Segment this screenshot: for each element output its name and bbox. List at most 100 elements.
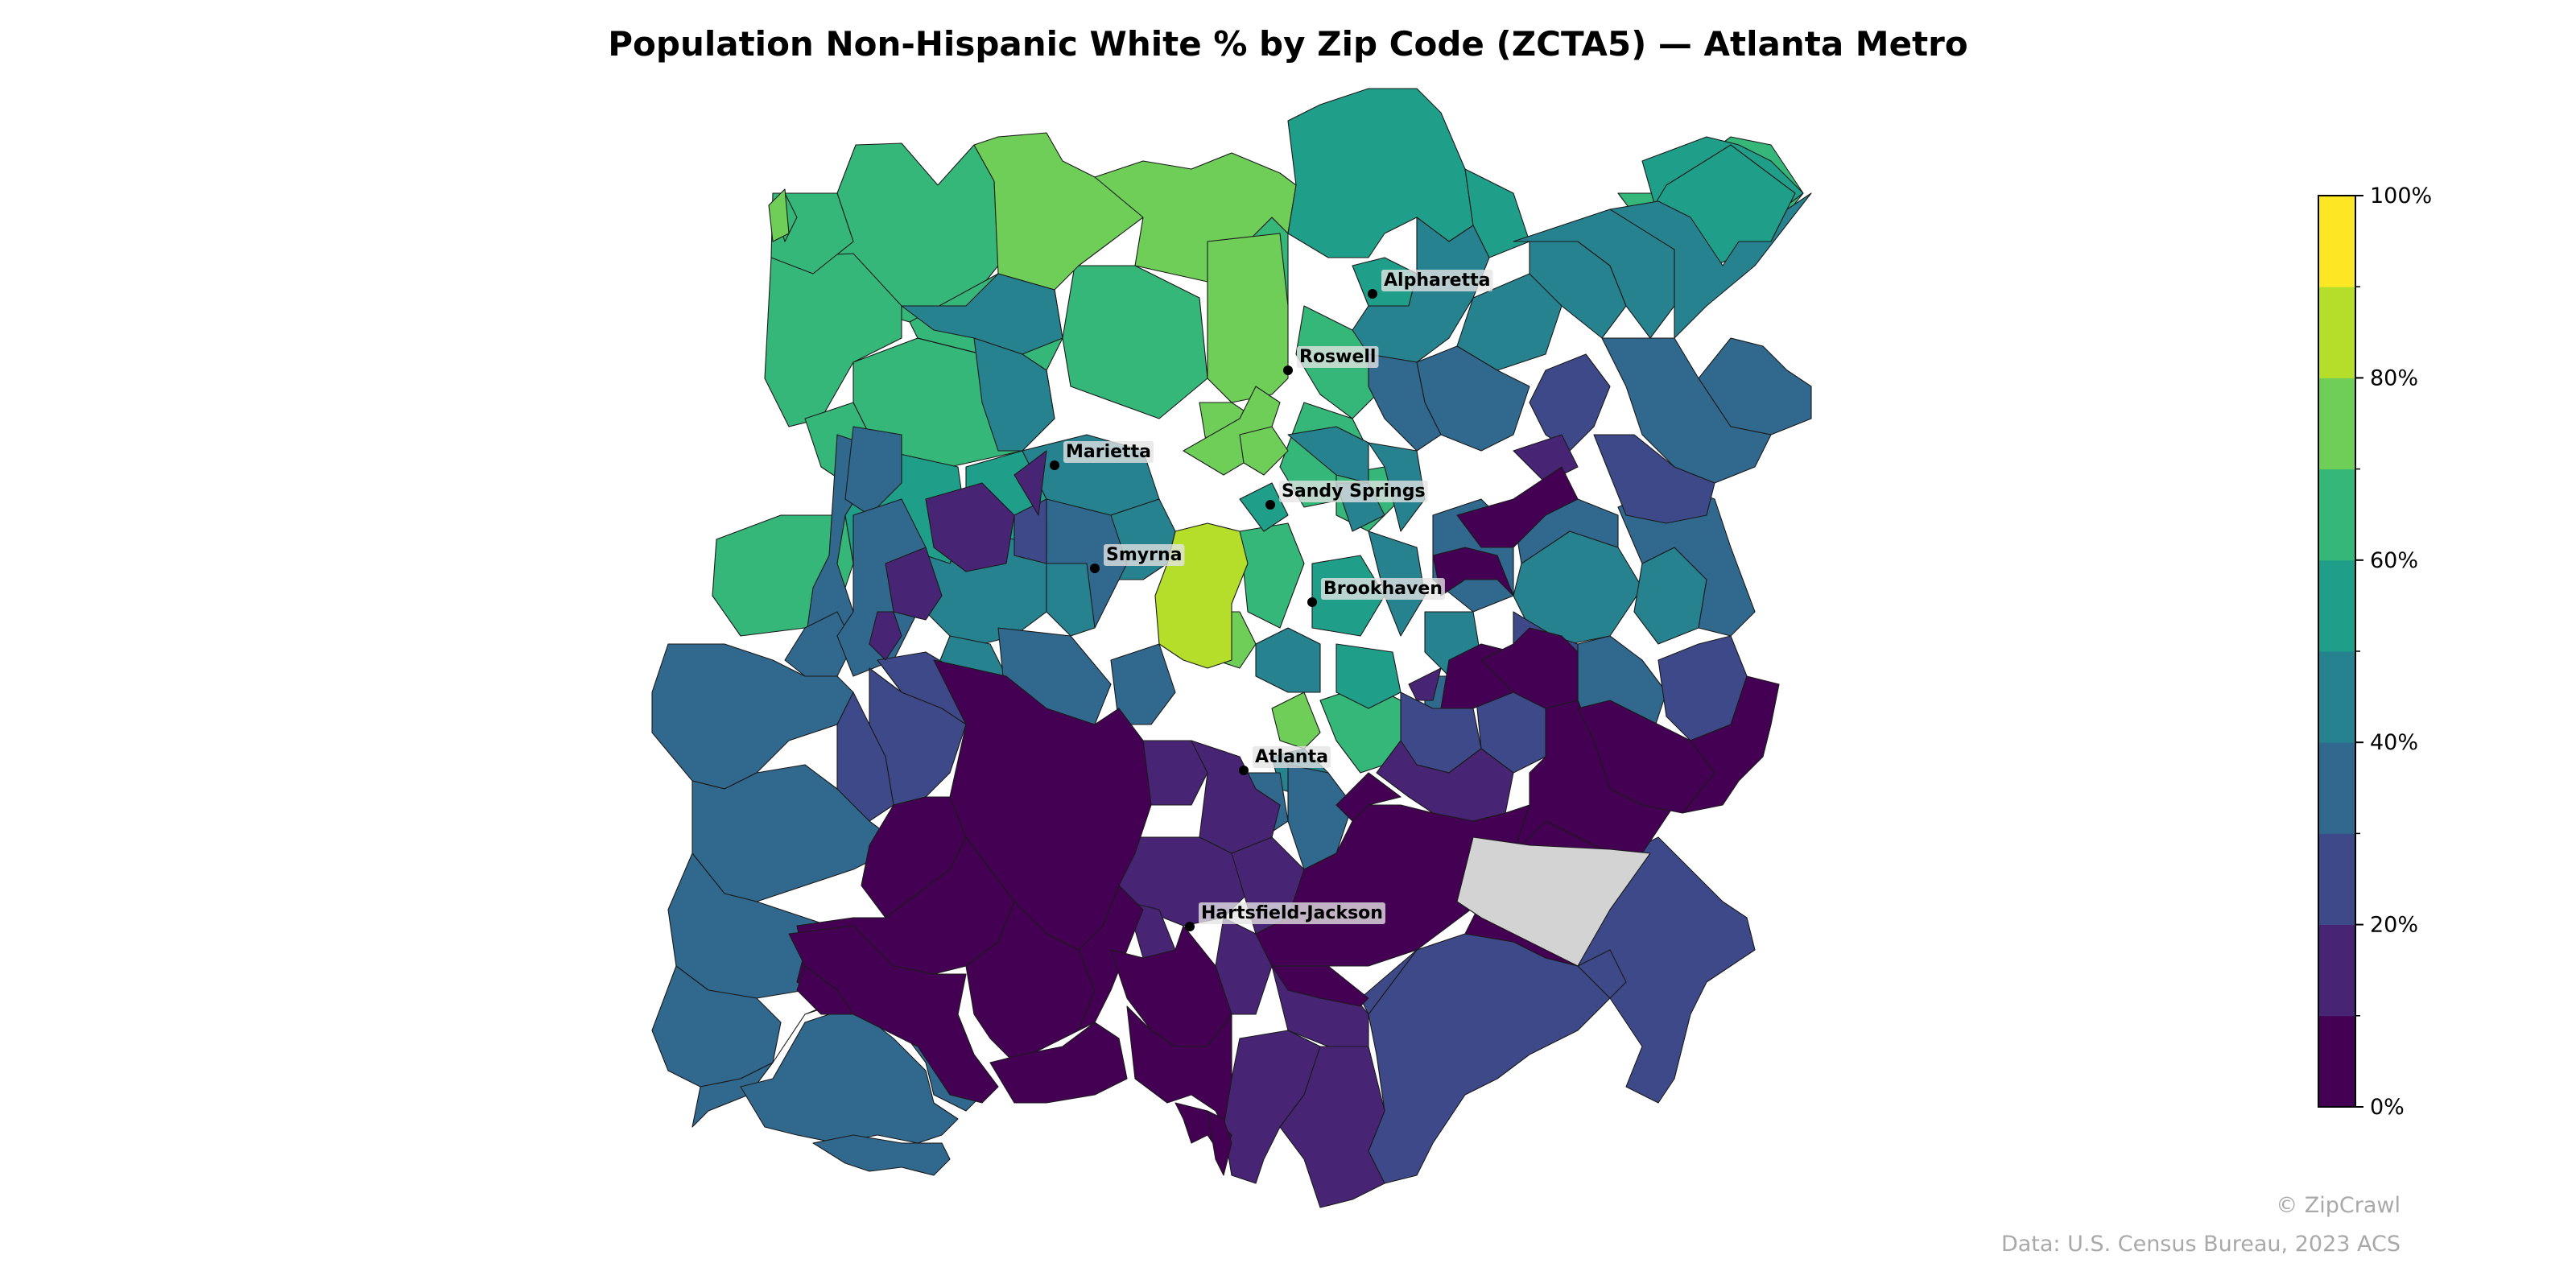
colorbar-tick-label: 60% — [2370, 548, 2418, 573]
colorbar-tick-label: 20% — [2370, 913, 2418, 938]
city-dot — [1185, 922, 1195, 931]
city-label-box — [1199, 902, 1385, 924]
city-dot — [1050, 460, 1059, 470]
zip-region — [740, 1005, 959, 1144]
city-marker: Hartsfield-Jackson — [1185, 902, 1385, 931]
city-label-box — [1321, 578, 1445, 600]
zip-region — [925, 482, 1015, 572]
city-dot — [1307, 597, 1317, 607]
zip-region — [1335, 643, 1402, 709]
city-dot — [1283, 365, 1293, 375]
colorbar-tick-label: 0% — [2370, 1095, 2405, 1120]
city-markers: Alpharetta Roswell Marietta Sandy Spring… — [1050, 270, 1493, 931]
city-dot — [1368, 289, 1377, 299]
zip-region — [1287, 88, 1474, 258]
city-label-box — [1104, 544, 1185, 566]
zip-region — [1601, 337, 1772, 484]
colorbar-tick: 0% — [2355, 1095, 2405, 1120]
colorbar-tick: 80% — [2355, 365, 2418, 390]
zip-region — [973, 337, 1055, 452]
city-label: Sandy Springs — [1282, 481, 1426, 502]
zip-region — [651, 643, 854, 790]
zip-region — [1239, 482, 1289, 532]
colorbar-bins — [2318, 196, 2360, 1108]
zip-region — [1207, 233, 1289, 403]
credit-text: © ZipCrawl — [2276, 1193, 2401, 1218]
zip-region — [1271, 691, 1321, 749]
city-label: Brookhaven — [1323, 579, 1443, 599]
zip-region — [1432, 547, 1514, 597]
zip-region — [989, 1022, 1128, 1104]
colorbar-tick-label: 40% — [2370, 730, 2418, 755]
zip-region — [1609, 192, 1812, 339]
city-marker: Brookhaven — [1307, 578, 1445, 607]
city-label: Smyrna — [1106, 545, 1182, 565]
city-label: Alpharetta — [1384, 270, 1490, 291]
colorbar-tick: 60% — [2355, 548, 2418, 573]
city-dot — [1265, 500, 1275, 510]
city-label-box — [1279, 481, 1428, 502]
colorbar-tick-label: 80% — [2370, 365, 2418, 390]
colorbar-tick: 40% — [2355, 730, 2418, 755]
zip-region — [1456, 466, 1579, 548]
city-marker: Sandy Springs — [1265, 481, 1428, 510]
zip-region — [844, 426, 902, 516]
city-marker: Smyrna — [1090, 544, 1185, 573]
zip-regions — [651, 88, 1812, 1208]
city-label-box — [1253, 746, 1331, 768]
zip-region — [1529, 353, 1611, 452]
colorbar-bin — [2318, 924, 2355, 1017]
colorbar-legend: 0% 20% 40% 60% 80% 100% — [2318, 184, 2432, 1120]
city-marker: Marietta — [1050, 441, 1154, 470]
zip-region — [1287, 426, 1369, 484]
colorbar-bin — [2318, 469, 2355, 561]
colorbar-tick-label: 100% — [2370, 184, 2432, 208]
city-label-box — [1297, 346, 1379, 368]
zip-region — [1593, 434, 1715, 524]
colorbar-tick: 100% — [2355, 184, 2432, 208]
zip-region — [1062, 265, 1208, 419]
zip-region — [1335, 772, 1402, 822]
zip-region — [1480, 627, 1579, 709]
zip-region — [1126, 1005, 1232, 1128]
zip-region — [1279, 1046, 1385, 1208]
city-label-box — [1381, 270, 1493, 291]
zip-region — [1368, 933, 1611, 1184]
colorbar-bin — [2318, 651, 2355, 743]
zip-region — [1360, 949, 1418, 1015]
zip-region — [885, 547, 943, 621]
colorbar-bin — [2318, 287, 2355, 378]
zip-region — [1207, 1110, 1232, 1176]
zip-region — [1239, 426, 1289, 476]
zip-region — [768, 188, 790, 242]
city-label: Hartsfield-Jackson — [1201, 903, 1383, 923]
zip-region — [1368, 353, 1442, 452]
colorbar-ticks: 0% 20% 40% 60% 80% 100% — [2355, 184, 2432, 1120]
zip-region — [1577, 949, 1627, 999]
colorbar-frame — [2318, 195, 2356, 1108]
colorbar-bin — [2318, 378, 2355, 470]
zip-region — [1682, 675, 1780, 814]
zip-region — [869, 611, 902, 661]
zip-region — [812, 1134, 951, 1176]
zip-region-no-data — [1456, 836, 1651, 967]
zip-region — [1464, 168, 1530, 258]
zip-region — [1255, 627, 1321, 693]
zip-region — [1013, 450, 1047, 516]
city-label-box — [1063, 441, 1154, 463]
colorbar-bin — [2318, 742, 2355, 834]
map-title: Population Non-Hispanic White % by Zip C… — [608, 24, 1968, 64]
source-text: Data: U.S. Census Bureau, 2023 ACS — [2000, 1232, 2401, 1257]
colorbar-bin — [2318, 833, 2355, 926]
zip-region — [1255, 804, 1530, 967]
city-label: Roswell — [1299, 347, 1376, 367]
zip-region — [796, 965, 854, 1015]
zip-region — [1239, 522, 1305, 629]
colorbar-bin — [2318, 559, 2355, 652]
colorbar-tick: 20% — [2355, 913, 2418, 938]
city-dot — [1090, 564, 1100, 573]
city-label: Atlanta — [1255, 747, 1328, 767]
city-marker: Alpharetta — [1368, 270, 1493, 299]
city-marker: Atlanta — [1239, 746, 1331, 775]
